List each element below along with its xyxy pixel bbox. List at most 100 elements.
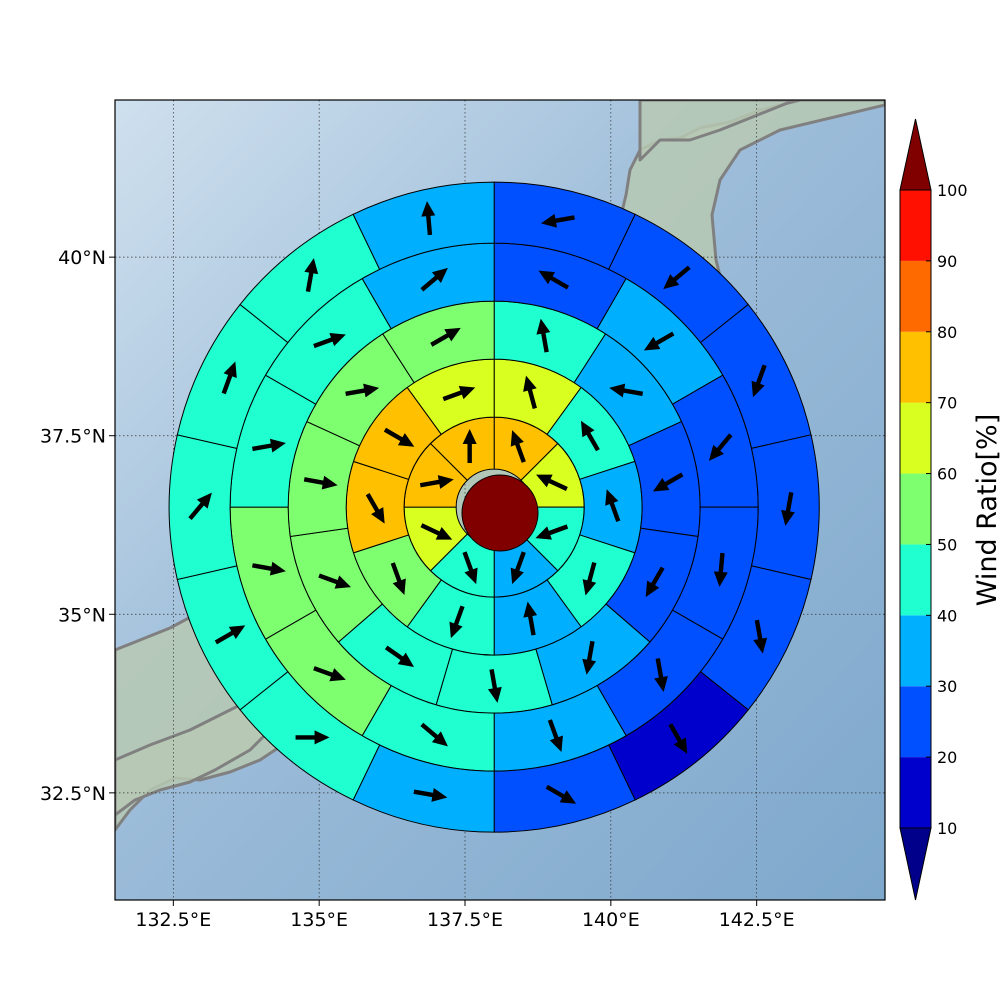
wind-arrow [221, 361, 237, 395]
wind-arrow [547, 719, 563, 752]
wind-arrow [252, 438, 286, 453]
x-tick-label: 135°E [290, 909, 348, 931]
wind-arrow [510, 430, 526, 463]
wind-arrow [582, 640, 597, 675]
wind-arrow [538, 270, 570, 290]
wind-arrow [605, 489, 621, 522]
wind-arrow [536, 318, 551, 353]
y-axis-ticks: 40°N 37.5°N 35°N 32.5°N [40, 247, 115, 805]
wind-arrow [295, 730, 330, 745]
x-tick-label: 140°E [582, 909, 640, 931]
colorbar-tick-label: 90 [937, 252, 957, 271]
wind-arrow [753, 619, 768, 654]
colorbar-tick-label: 60 [937, 465, 957, 484]
wind-arrow [345, 383, 380, 398]
colorbar-segment [900, 190, 931, 261]
wind-arrow [313, 666, 346, 682]
wind-arrow [384, 645, 415, 667]
wind-arrow [303, 475, 338, 490]
colorbar-segment [900, 686, 931, 758]
wind-arrow [188, 492, 212, 521]
wind-arrow [781, 491, 795, 526]
wind-arrow [523, 601, 538, 636]
wind-arrow [708, 433, 733, 461]
wind-arrow [652, 472, 684, 492]
x-tick-label: 137.5°E [427, 909, 503, 931]
wind-arrow [580, 420, 600, 452]
wind-arrow [668, 723, 688, 754]
wind-arrow [421, 201, 436, 236]
wind-arrow [540, 213, 575, 228]
polar-sector [750, 434, 820, 581]
wind-arrow [383, 427, 415, 447]
polar-sector [168, 434, 238, 581]
map-area [115, 100, 885, 900]
colorbar-over-extension [899, 118, 932, 191]
wind-arrow [536, 474, 568, 491]
wind-arrow [420, 722, 448, 747]
wind-arrow [420, 267, 448, 292]
x-tick-label: 142.5°E [719, 909, 795, 931]
wind-arrow [430, 327, 461, 347]
wind-arrow [462, 551, 478, 585]
wind-arrow [582, 562, 597, 596]
colorbar-segment [900, 615, 931, 687]
wind-arrow [462, 429, 477, 464]
colorbar-tick-label: 20 [937, 748, 957, 767]
x-tick-label: 132.5°E [135, 909, 211, 931]
wind-arrow [535, 524, 569, 540]
colorbar-outline [899, 189, 932, 829]
wind-arrow [654, 658, 668, 693]
wind-arrow [643, 331, 675, 351]
colorbar-segment [900, 544, 931, 616]
colorbar-segment [900, 331, 931, 403]
polar-sector [352, 181, 495, 270]
wind-arrow [545, 784, 577, 804]
wind-arrow [663, 265, 691, 290]
colorbar-segment [900, 757, 931, 828]
wind-arrow [487, 668, 502, 703]
x-axis-ticks: 132.5°E 135°E 137.5°E 140°E 142.5°E [135, 900, 795, 931]
wind-arrow [523, 375, 537, 410]
colorbar-segment [900, 260, 931, 332]
colorbar-tick-label: 80 [937, 323, 957, 342]
wind-arrow [365, 493, 385, 524]
polar-sectors [168, 181, 820, 833]
wind-arrow [449, 605, 465, 639]
colorbar-tick-label: 100 [937, 181, 968, 200]
wind-arrow [304, 258, 319, 293]
wind-arrow [413, 788, 448, 802]
land-shape [115, 698, 277, 817]
colorbar-label: Wind Ratio[%] [972, 414, 1000, 606]
y-tick-label: 35°N [58, 604, 106, 626]
wind-arrow [510, 551, 526, 585]
colorbar-tick-label: 40 [937, 606, 957, 625]
center-disk [461, 474, 539, 552]
colorbar-segment [900, 402, 931, 474]
wind-arrow [318, 573, 352, 589]
wind-arrow [419, 475, 454, 489]
wind-arrow [313, 333, 346, 349]
colorbar-tick-label: 10 [937, 819, 957, 838]
wind-arrow [214, 625, 246, 645]
wind-arrow [713, 552, 728, 587]
wind-arrow [645, 566, 665, 598]
wind-arrow [609, 383, 644, 398]
colorbar: 10 20 30 40 50 60 70 80 90 100 [899, 118, 968, 901]
colorbar-tick-label: 70 [937, 394, 957, 413]
y-tick-label: 32.5°N [40, 783, 106, 805]
land-shape [638, 100, 885, 162]
map-frame [114, 99, 886, 901]
colorbar-under-extension [899, 827, 932, 901]
wind-arrow [751, 364, 767, 398]
y-tick-label: 40°N [58, 247, 106, 269]
colorbar-segment [900, 473, 931, 545]
wind-arrow [420, 523, 453, 540]
colorbar-tick-label: 50 [937, 535, 957, 554]
wind-arrow [252, 561, 286, 576]
colorbar-tick-label: 30 [937, 677, 957, 696]
y-tick-label: 37.5°N [40, 426, 106, 448]
wind-arrow [442, 386, 476, 402]
wind-arrow [390, 562, 406, 595]
